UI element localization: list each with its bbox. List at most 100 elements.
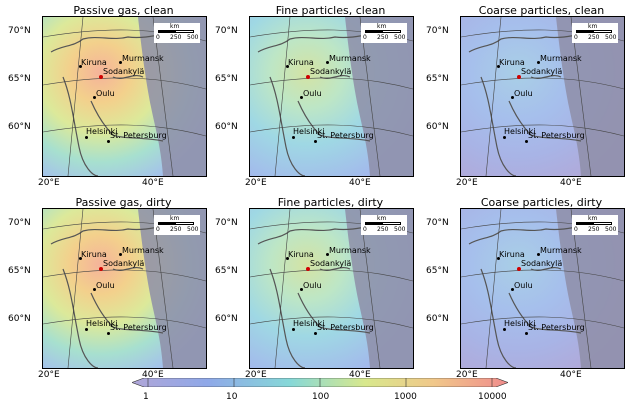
lat-tick: 70°N xyxy=(8,218,31,228)
city-label: Kiruna xyxy=(81,250,107,259)
lat-tick: 70°N xyxy=(215,218,238,228)
lat-tick: 70°N xyxy=(215,26,238,36)
lon-tick: 40°E xyxy=(560,370,582,380)
city-label: Murmansk xyxy=(540,54,582,63)
city-marker xyxy=(85,136,88,139)
map-area: km 0 250 500 Kiruna Murmansk Sodankylä Oulu Hels… xyxy=(460,208,625,369)
graticule xyxy=(43,209,206,368)
city-marker xyxy=(79,65,82,68)
city-marker xyxy=(326,61,329,64)
lat-tick: 60°N xyxy=(215,314,238,324)
panel-title: Fine particles, dirty xyxy=(277,196,384,209)
map-panel: Fine particles, clean km 0 250 500 Kiruna Murm… xyxy=(215,4,414,188)
city-label: Murmansk xyxy=(122,54,164,63)
lon-tick: 40°E xyxy=(349,178,371,188)
scalebar-tick: 0 xyxy=(574,226,578,233)
map-panel: Coarse particles, dirty km 0 250 500 Kiruna Mu… xyxy=(426,196,625,380)
lon-tick: 40°E xyxy=(142,370,164,380)
coastline xyxy=(50,30,184,176)
city-label: St. Petersburg xyxy=(317,323,374,332)
city-label: Oulu xyxy=(514,89,533,98)
city-marker xyxy=(93,96,96,99)
colorbar-label: 10 xyxy=(226,392,238,402)
grey-region xyxy=(556,209,624,368)
city-marker xyxy=(306,267,310,271)
scalebar-bar xyxy=(158,222,194,225)
scalebar-bar xyxy=(576,222,612,225)
scalebar-bar xyxy=(158,30,194,33)
grey-region xyxy=(345,209,413,368)
colorbar xyxy=(132,378,508,387)
city-marker xyxy=(93,288,96,291)
lat-tick: 65°N xyxy=(215,266,238,276)
scalebar-unit: km xyxy=(170,23,180,30)
lat-tick: 60°N xyxy=(426,314,449,324)
city-marker xyxy=(286,257,289,260)
city-label: Helsinki xyxy=(86,319,118,328)
scalebar-tick: 250 xyxy=(170,226,182,233)
scalebar-tick: 500 xyxy=(605,226,617,233)
city-label: Kiruna xyxy=(288,250,314,259)
city-marker xyxy=(517,267,521,271)
grey-region xyxy=(138,17,206,176)
city-label: Murmansk xyxy=(540,246,582,255)
scalebar-unit: km xyxy=(377,215,387,222)
city-marker xyxy=(511,288,514,291)
city-marker xyxy=(497,65,500,68)
scalebar-unit: km xyxy=(588,215,598,222)
lat-tick: 60°N xyxy=(215,122,238,132)
city-marker xyxy=(107,140,110,143)
lon-tick: 20°E xyxy=(245,178,267,188)
scalebar: km 0 250 500 xyxy=(572,23,618,43)
city-label: Kiruna xyxy=(499,58,525,67)
city-label: Helsinki xyxy=(504,319,536,328)
panel-title: Fine particles, clean xyxy=(275,4,386,17)
colorbar-label: 1000 xyxy=(394,392,417,402)
scalebar-tick: 500 xyxy=(187,226,199,233)
city-label: St. Petersburg xyxy=(528,323,585,332)
graticule xyxy=(461,209,624,368)
colorbar-label: 100 xyxy=(312,392,330,402)
city-label: Sodankylä xyxy=(310,259,352,268)
lon-tick: 20°E xyxy=(456,370,478,380)
city-marker xyxy=(537,253,540,256)
grey-region xyxy=(556,17,624,176)
city-label: Sodankylä xyxy=(103,259,145,268)
lat-tick: 60°N xyxy=(426,122,449,132)
scalebar-tick: 0 xyxy=(574,34,578,41)
scalebar-bar xyxy=(365,222,401,225)
concentration-field xyxy=(461,209,624,368)
city-marker xyxy=(99,267,103,271)
city-marker xyxy=(99,75,103,79)
lat-tick: 70°N xyxy=(426,218,449,228)
scalebar: km 0 250 500 xyxy=(154,215,200,235)
city-marker xyxy=(525,332,528,335)
coastline xyxy=(468,30,602,176)
city-label: Oulu xyxy=(303,89,322,98)
city-marker xyxy=(314,332,317,335)
map-panel: Coarse particles, clean km 0 250 500 Kiruna Mu… xyxy=(426,4,625,188)
city-label: Oulu xyxy=(303,281,322,290)
scalebar-tick: 250 xyxy=(377,34,389,41)
city-label: St. Petersburg xyxy=(528,131,585,140)
panel-title: Coarse particles, dirty xyxy=(480,196,603,209)
city-label: St. Petersburg xyxy=(110,131,167,140)
city-label: Helsinki xyxy=(293,319,325,328)
city-marker xyxy=(286,65,289,68)
graticule xyxy=(461,17,624,176)
scalebar-tick: 0 xyxy=(363,34,367,41)
city-label: Sodankylä xyxy=(310,67,352,76)
city-marker xyxy=(292,136,295,139)
city-marker xyxy=(306,75,310,79)
lon-tick: 20°E xyxy=(38,370,60,380)
city-marker xyxy=(119,61,122,64)
scalebar-unit: km xyxy=(377,23,387,30)
scalebar: km 0 250 500 xyxy=(572,215,618,235)
city-label: Sodankylä xyxy=(521,259,563,268)
scalebar-tick: 0 xyxy=(363,226,367,233)
city-marker xyxy=(525,140,528,143)
scalebar: km 0 250 500 xyxy=(361,215,407,235)
map-panel: Fine particles, dirty km 0 250 500 Kiruna Murm… xyxy=(215,196,414,380)
map-area: km 0 250 500 Kiruna Murmansk Sodankylä Oulu Hels… xyxy=(249,16,414,177)
city-label: Helsinki xyxy=(86,127,118,136)
